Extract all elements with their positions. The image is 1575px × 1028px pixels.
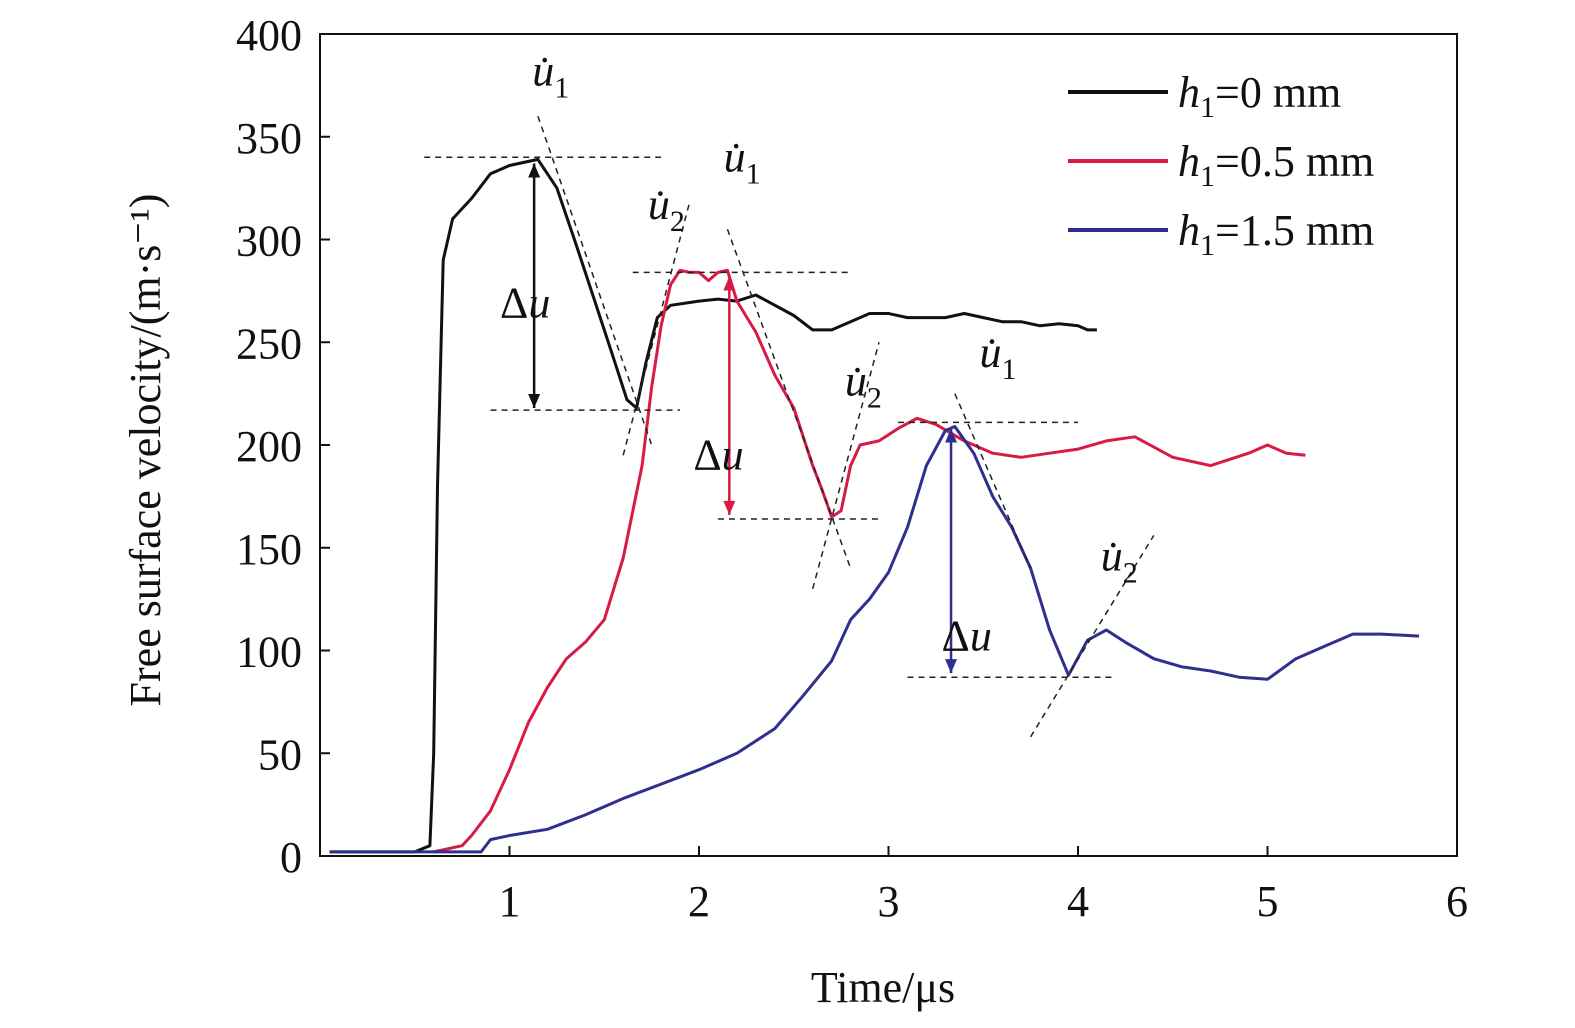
series-line-3 <box>329 425 1420 854</box>
legend-label-1: h1=0 mm <box>1178 68 1341 124</box>
annotation-label-3: Δu <box>500 279 550 328</box>
guide-tangent-2 <box>622 202 691 456</box>
y-tick-label: 200 <box>236 422 302 471</box>
guide-tangent-1 <box>537 115 653 446</box>
annotation-label-7: u̇1 <box>979 328 1016 386</box>
series-lines <box>329 157 1420 854</box>
delta-u-arrow-1 <box>528 163 541 409</box>
annotation-label-6: Δu <box>693 431 743 480</box>
guide-tangent-4 <box>811 342 880 590</box>
axis-ticks: 1 2 3 4 5 6 0 50 100 150 200 250 300 350 400 <box>236 11 1468 926</box>
y-tick-label: 100 <box>236 628 302 677</box>
y-tick-label: 250 <box>236 319 302 368</box>
y-tick-label: 400 <box>236 11 302 60</box>
series-line-1 <box>329 157 1097 854</box>
y-tick-label: 300 <box>236 217 302 266</box>
arrow-head <box>945 659 958 674</box>
annotation-label-1: u̇1 <box>532 46 569 104</box>
annotation-label-9: Δu <box>942 612 992 661</box>
x-axis-title: Time/μs <box>811 963 955 1012</box>
x-tick-label: 2 <box>688 877 710 926</box>
arrow-head <box>945 428 958 443</box>
arrow-head <box>723 500 736 515</box>
y-tick-label: 350 <box>236 114 302 163</box>
annotation-label-8: u̇2 <box>1101 531 1138 589</box>
x-tick-label: 1 <box>499 877 521 926</box>
annotation-guides <box>424 115 1155 738</box>
annotation-label-5: u̇2 <box>845 357 882 415</box>
legend: h1=0 mm h1=0.5 mm h1=1.5 mm <box>1068 68 1374 262</box>
arrow-head <box>528 163 541 178</box>
annotation-label-2: u̇2 <box>648 180 685 238</box>
y-tick-label: 150 <box>236 525 302 574</box>
x-tick-label: 3 <box>878 877 900 926</box>
x-tick-label: 6 <box>1446 877 1468 926</box>
y-axis-title: Free surface velocity/(m·s⁻¹) <box>121 194 170 707</box>
x-tick-label: 4 <box>1067 877 1089 926</box>
x-tick-label: 5 <box>1257 877 1279 926</box>
y-tick-label: 0 <box>280 833 302 882</box>
guide-tangent-5 <box>954 393 1032 569</box>
arrow-head <box>723 276 736 291</box>
delta-u-arrow-2 <box>723 276 736 515</box>
y-tick-label: 50 <box>258 730 302 779</box>
delta-u-arrow-3 <box>945 428 958 674</box>
annotation-labels: u̇1 u̇2 Δu u̇1 u̇2 Δu u̇1 u̇2 Δu <box>500 46 1138 660</box>
legend-label-3: h1=1.5 mm <box>1178 206 1374 262</box>
series-line-2 <box>433 268 1306 854</box>
legend-label-2: h1=0.5 mm <box>1178 137 1374 193</box>
guide-tangent-3 <box>726 228 852 569</box>
annotation-label-4: u̇1 <box>724 133 761 191</box>
arrow-head <box>528 394 541 409</box>
